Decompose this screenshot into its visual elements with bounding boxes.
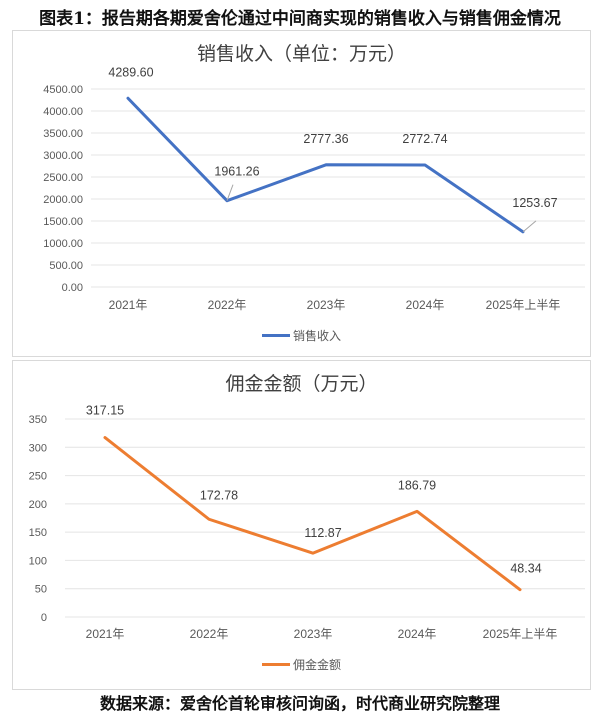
y-tick-label: 3000.00 — [43, 150, 83, 162]
data-label: 186.79 — [398, 478, 436, 492]
chart-title: 佣金金额（万元） — [225, 373, 378, 395]
data-label: 2772.74 — [402, 132, 447, 146]
legend-line-icon — [261, 663, 290, 666]
y-tick-label: 50 — [35, 584, 47, 596]
y-tick-label: 200 — [29, 499, 47, 511]
series-line — [103, 436, 522, 592]
figure-title: 图表1：报告期各期爱舍伦通过中间商实现的销售收入与销售佣金情况 — [39, 9, 561, 29]
x-tick-label: 2021年 — [86, 627, 125, 641]
y-tick-label: 4000.00 — [43, 106, 83, 118]
legend-label: 佣金金额 — [292, 658, 341, 672]
sales-revenue-plot: 0.00 500.00 1000.00 1500.00 2000.00 2500.00 30… — [43, 65, 585, 312]
data-label: 1961.26 — [214, 165, 259, 179]
leader-line — [226, 184, 234, 201]
x-tick-label: 2023年 — [294, 627, 333, 641]
x-tick-label: 2024年 — [406, 298, 445, 312]
data-label: 112.87 — [304, 526, 341, 540]
y-tick-label: 4500.00 — [43, 84, 83, 96]
y-tick-label: 0.00 — [62, 282, 83, 294]
y-tick-label: 1500.00 — [43, 216, 83, 228]
y-tick-label: 250 — [29, 471, 47, 483]
data-label: 4289.60 — [108, 65, 153, 79]
chart-legend: 销售收入 — [13, 327, 590, 344]
data-label: 2777.36 — [303, 132, 348, 146]
x-tick-label: 2021年 — [109, 298, 148, 312]
y-tick-label: 500.00 — [49, 260, 83, 272]
leader-line — [522, 220, 537, 233]
y-tick-label: 100 — [29, 555, 47, 567]
data-label: 1253.67 — [512, 196, 557, 210]
x-tick-label: 2025年上半年 — [483, 627, 558, 641]
x-tick-label: 2022年 — [208, 298, 247, 312]
x-tick-label: 2025年上半年 — [486, 298, 561, 312]
y-tick-label: 3500.00 — [43, 128, 83, 140]
sales-revenue-chart: 销售收入（单位：万元） 0.00 500.00 1000.00 1500.00 2000… — [12, 30, 591, 357]
x-tick-label: 2024年 — [398, 627, 437, 641]
y-tick-label: 2000.00 — [43, 194, 83, 206]
y-tick-label: 2500.00 — [43, 172, 83, 184]
commission-chart: 佣金金额（万元） 0 50 100 150 200 250 300 350 2021年 2022年… — [12, 360, 591, 690]
data-source-note: 数据来源：爱舍伦首轮审核问询函，时代商业研究院整理 — [99, 694, 500, 713]
data-label: 172.78 — [200, 488, 238, 502]
y-tick-label: 300 — [29, 442, 47, 454]
chart-legend: 佣金金额 — [13, 656, 590, 673]
series-line — [126, 96, 525, 234]
data-label: 317.15 — [86, 404, 124, 418]
data-label: 48.34 — [510, 562, 541, 576]
y-tick-label: 150 — [29, 527, 47, 539]
y-tick-label: 0 — [41, 612, 47, 624]
y-tick-label: 350 — [29, 414, 47, 426]
legend-label: 销售收入 — [292, 329, 341, 343]
y-tick-label: 1000.00 — [43, 238, 83, 250]
legend-line-icon — [261, 334, 290, 337]
chart-title: 销售收入（单位：万元） — [196, 43, 406, 65]
x-tick-label: 2023年 — [307, 298, 346, 312]
x-tick-label: 2022年 — [190, 627, 229, 641]
commission-plot: 0 50 100 150 200 250 300 350 2021年 2022年 2023年 2024… — [29, 404, 585, 641]
